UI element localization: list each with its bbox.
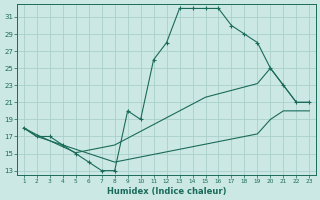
- X-axis label: Humidex (Indice chaleur): Humidex (Indice chaleur): [107, 187, 226, 196]
